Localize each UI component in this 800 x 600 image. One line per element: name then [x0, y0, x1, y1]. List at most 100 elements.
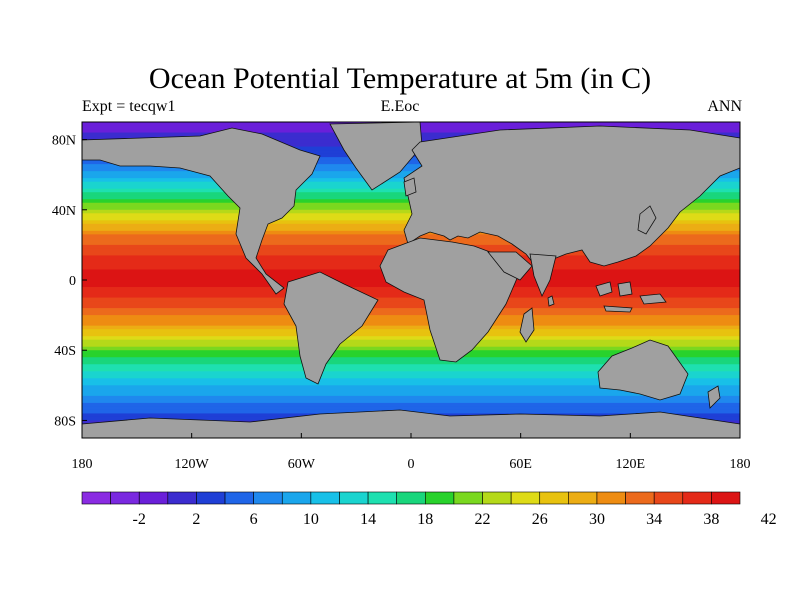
temperature-band	[82, 318, 740, 323]
temperature-band	[82, 304, 740, 309]
colorbar-label: 6	[250, 511, 258, 528]
temperature-band	[82, 322, 740, 327]
temperature-band	[82, 350, 740, 355]
british-isles	[403, 177, 417, 197]
temperature-band	[82, 308, 740, 313]
chart-title: Ocean Potential Temperature at 5m (in C)	[148, 62, 652, 95]
antarctica	[82, 409, 740, 438]
arabia	[487, 251, 533, 281]
temperature-band	[82, 360, 740, 365]
x-tick-label: 120W	[175, 457, 210, 472]
colorbar-swatch	[310, 491, 340, 505]
temperature-band	[82, 374, 740, 379]
temperature-band	[82, 332, 740, 337]
x-tick-label: 60E	[509, 457, 532, 472]
colorbar-label: 42	[761, 511, 777, 528]
y-tick-label: 80S	[54, 414, 76, 429]
temperature-band	[82, 367, 740, 372]
colorbar-swatch	[425, 491, 455, 505]
temperature-band	[82, 167, 740, 172]
colorbar-swatch	[682, 491, 712, 505]
temperature-band	[82, 395, 740, 400]
colorbar-label: -2	[133, 511, 146, 528]
colorbar-swatch	[196, 491, 226, 505]
australia	[597, 339, 689, 401]
colorbar: -2 2 6 10 14 18 22 26 30 34 38 42	[81, 491, 777, 528]
south-america	[283, 271, 379, 385]
colorbar-swatch	[138, 491, 169, 505]
indonesia-islands	[595, 281, 667, 313]
temperature-band	[82, 381, 740, 386]
africa	[379, 237, 519, 363]
temperature-band	[82, 399, 740, 404]
colorbar-swatch	[711, 491, 741, 505]
temperature-band	[82, 353, 740, 358]
temperature-band	[82, 392, 740, 397]
temperature-band	[82, 364, 740, 369]
x-tick-label: 0	[408, 457, 415, 472]
colorbar-swatch	[539, 491, 569, 505]
colorbar-label: 22	[475, 511, 491, 528]
experiment-label: Expt = tecqw1	[82, 98, 176, 115]
colorbar-swatch	[596, 491, 626, 505]
colorbar-swatch	[367, 491, 397, 505]
temperature-band	[82, 402, 740, 407]
colorbar-swatch	[339, 491, 369, 505]
temperature-band	[82, 357, 740, 362]
temperature-band	[82, 294, 740, 299]
temperature-band	[82, 378, 740, 383]
madagascar	[519, 307, 535, 343]
colorbar-label: 34	[646, 511, 662, 528]
colorbar-swatch	[625, 491, 655, 505]
sri-lanka	[547, 295, 555, 307]
temperature-band	[82, 385, 740, 390]
temperature-band	[82, 371, 740, 376]
colorbar-swatch	[510, 491, 541, 505]
colorbar-label: 26	[532, 511, 548, 528]
colorbar-swatch	[453, 491, 483, 505]
colorbar-swatch	[167, 491, 197, 505]
y-tick-label: 40S	[54, 344, 76, 359]
temperature-band	[82, 336, 740, 341]
temperature-band	[82, 311, 740, 316]
greenland	[329, 122, 423, 191]
colorbar-swatch	[110, 491, 140, 505]
temperature-band	[82, 343, 740, 348]
colorbar-swatch	[653, 491, 684, 505]
temperature-band	[82, 301, 740, 306]
y-tick-label: 0	[69, 274, 76, 289]
temperature-band	[82, 209, 740, 214]
temperature-band	[82, 160, 740, 165]
temperature-band	[82, 346, 740, 351]
colorbar-label: 10	[303, 511, 319, 528]
x-tick-label: 60W	[288, 457, 316, 472]
temperature-band	[82, 329, 740, 334]
temperature-band	[82, 388, 740, 393]
colorbar-label: 14	[360, 511, 376, 528]
season-label: ANN	[707, 98, 742, 115]
case-label: E.Eoc	[380, 98, 420, 115]
temperature-band	[82, 325, 740, 330]
colorbar-swatch	[224, 491, 254, 505]
temperature-band	[82, 164, 740, 169]
temperature-band	[82, 406, 740, 411]
y-tick-label: 40N	[52, 204, 76, 219]
north-america	[82, 127, 321, 295]
new-zealand	[707, 385, 721, 409]
x-tick-label: 180	[72, 457, 93, 472]
colorbar-swatch	[253, 491, 283, 505]
x-tick-label: 120E	[616, 457, 646, 472]
temperature-band	[82, 339, 740, 344]
colorbar-swatch	[396, 491, 426, 505]
land-mask	[82, 122, 740, 438]
temperature-band	[82, 315, 740, 320]
colorbar-swatch	[482, 491, 512, 505]
india	[529, 253, 557, 297]
colorbar-label: 30	[589, 511, 605, 528]
x-tick-label: 180	[730, 457, 751, 472]
axis-ticks: 180 120W 60W 0 60E 120E 180 80N 40N 0 40S 80S	[52, 134, 751, 472]
temperature-band	[82, 297, 740, 302]
colorbar-swatch	[81, 491, 111, 505]
colorbar-swatch	[568, 491, 598, 505]
